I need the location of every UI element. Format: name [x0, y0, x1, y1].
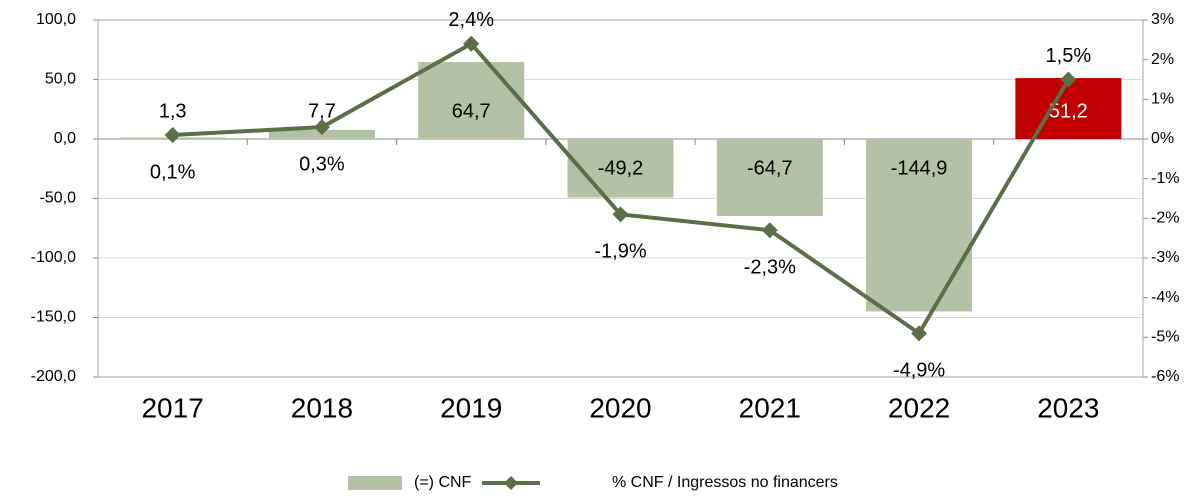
bar — [418, 62, 525, 139]
x-tick-label: 2020 — [589, 392, 651, 423]
y2-tick-label: -5% — [1151, 329, 1179, 346]
x-tick-label: 2017 — [141, 392, 203, 423]
line-label: 2,4% — [448, 9, 494, 31]
bar-label: 7,7 — [308, 100, 336, 122]
y2-tick-label: -4% — [1151, 289, 1179, 306]
bar — [1015, 78, 1122, 139]
x-tick-label: 2021 — [739, 392, 801, 423]
y2-tick-label: -6% — [1151, 368, 1179, 385]
bar — [866, 139, 973, 312]
bar-label: -64,7 — [747, 157, 793, 179]
line-label: -1,9% — [594, 241, 646, 263]
y2-tick-label: -2% — [1151, 210, 1179, 227]
legend-marker — [504, 476, 518, 490]
y2-tick-label: 0% — [1151, 130, 1174, 147]
line-marker — [463, 35, 480, 52]
y-tick-label: 0,0 — [54, 130, 76, 147]
line-marker — [612, 206, 629, 223]
y2-tick-label: 3% — [1151, 11, 1174, 28]
legend-label: (=) CNF — [414, 474, 472, 491]
line-marker — [761, 222, 778, 239]
y2-tick-label: 2% — [1151, 51, 1174, 68]
bar-label: 64,7 — [452, 100, 491, 122]
x-tick-label: 2022 — [888, 392, 950, 423]
plot-border — [97, 19, 1144, 378]
line-label: 0,1% — [150, 161, 196, 183]
bar — [567, 139, 674, 198]
y-tick-label: -100,0 — [31, 249, 76, 266]
y2-tick-label: -1% — [1151, 170, 1179, 187]
line-label: -4,9% — [893, 360, 945, 382]
line-marker — [1060, 71, 1077, 88]
bar-label: -144,9 — [891, 157, 948, 179]
y-tick-label: 50,0 — [45, 71, 76, 88]
y2-tick-label: -3% — [1151, 249, 1179, 266]
x-tick-label: 2019 — [440, 392, 502, 423]
y2-tick-label: 1% — [1151, 91, 1174, 108]
line-marker — [911, 325, 928, 342]
bar — [716, 139, 823, 216]
line-label: 0,3% — [299, 153, 345, 175]
x-tick-label: 2023 — [1037, 392, 1099, 423]
line-label: -2,3% — [744, 257, 796, 279]
bar-label: 1,3 — [159, 100, 187, 122]
line-marker — [313, 119, 330, 136]
legend-label: % CNF / Ingressos no financers — [612, 474, 838, 491]
y-tick-label: -50,0 — [40, 190, 77, 207]
x-tick-label: 2018 — [291, 392, 353, 423]
y-tick-label: -150,0 — [31, 309, 76, 326]
line-marker — [164, 127, 181, 144]
y-tick-label: -200,0 — [31, 368, 76, 385]
legend-swatch — [348, 476, 402, 490]
bar-label: -49,2 — [598, 157, 644, 179]
bar-label: 51,2 — [1049, 100, 1088, 122]
y-tick-label: 100,0 — [36, 11, 76, 28]
line-label: 1,5% — [1046, 45, 1092, 67]
